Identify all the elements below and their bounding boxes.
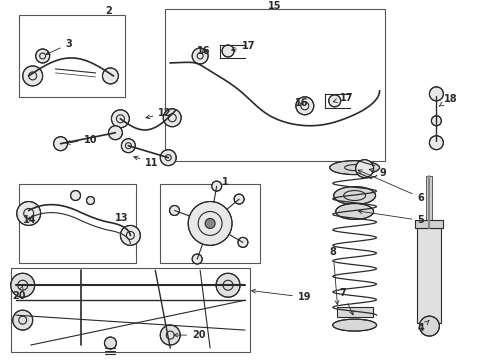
Circle shape — [222, 45, 234, 57]
Bar — [426, 176, 432, 229]
Bar — [19, 184, 136, 263]
Circle shape — [212, 181, 221, 191]
Ellipse shape — [330, 161, 380, 175]
Circle shape — [87, 197, 95, 204]
Text: 6: 6 — [358, 170, 424, 203]
Circle shape — [192, 254, 202, 264]
Bar — [165, 9, 385, 161]
Text: 7: 7 — [340, 288, 353, 315]
Text: 10: 10 — [66, 135, 97, 145]
Circle shape — [53, 137, 68, 151]
Circle shape — [122, 139, 135, 153]
Ellipse shape — [333, 319, 377, 331]
Circle shape — [429, 87, 443, 101]
Circle shape — [108, 126, 122, 140]
Text: 9: 9 — [369, 168, 386, 177]
Circle shape — [160, 325, 180, 345]
Circle shape — [17, 202, 41, 225]
Text: 11: 11 — [134, 156, 159, 168]
Text: 13: 13 — [115, 213, 128, 224]
Bar — [11, 268, 250, 352]
Text: 19: 19 — [252, 289, 311, 302]
Circle shape — [356, 159, 373, 177]
Text: 20: 20 — [174, 330, 206, 340]
Text: 14: 14 — [23, 215, 36, 225]
Bar — [417, 229, 441, 323]
Circle shape — [170, 206, 179, 216]
Circle shape — [329, 95, 341, 107]
Circle shape — [296, 97, 314, 115]
Bar — [160, 184, 260, 263]
Circle shape — [216, 273, 240, 297]
Ellipse shape — [334, 186, 375, 204]
Bar — [19, 15, 125, 97]
Circle shape — [419, 316, 440, 336]
Text: 8: 8 — [330, 247, 339, 305]
Circle shape — [163, 109, 181, 127]
Circle shape — [234, 194, 244, 204]
Circle shape — [429, 136, 443, 150]
Bar — [416, 220, 443, 229]
Text: 17: 17 — [333, 93, 353, 103]
Circle shape — [192, 48, 208, 64]
Circle shape — [36, 49, 49, 63]
Circle shape — [121, 225, 140, 246]
Circle shape — [160, 150, 176, 166]
Text: 20: 20 — [13, 286, 26, 301]
Text: 16: 16 — [295, 98, 308, 108]
Text: 16: 16 — [197, 46, 211, 56]
Circle shape — [104, 337, 117, 349]
Ellipse shape — [336, 203, 373, 220]
Circle shape — [71, 190, 80, 201]
Text: 12: 12 — [146, 108, 172, 119]
Text: 17: 17 — [232, 41, 255, 51]
Circle shape — [11, 273, 35, 297]
Circle shape — [238, 237, 248, 247]
Circle shape — [102, 68, 119, 84]
Text: 2: 2 — [105, 6, 112, 16]
Circle shape — [111, 110, 129, 128]
Text: 1: 1 — [221, 176, 228, 186]
Bar — [337, 307, 372, 317]
Text: 5: 5 — [358, 210, 424, 225]
Circle shape — [23, 66, 43, 86]
Circle shape — [205, 219, 215, 229]
Text: 4: 4 — [417, 320, 429, 333]
Text: 3: 3 — [46, 39, 73, 55]
Text: 15: 15 — [268, 1, 282, 11]
Circle shape — [188, 202, 232, 246]
Circle shape — [13, 310, 33, 330]
Circle shape — [431, 116, 441, 126]
Text: 18: 18 — [439, 94, 458, 106]
